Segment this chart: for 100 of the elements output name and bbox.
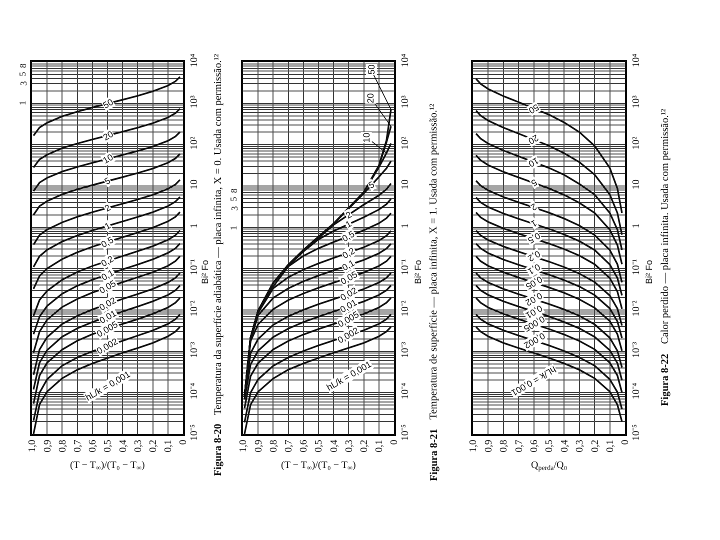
x-tick-label: 0,3 [574, 440, 586, 452]
x-tick-label: 0,6 [88, 440, 99, 452]
y-tick-label: 10⁻³ [400, 342, 411, 358]
y-tick-label: 10⁻² [630, 300, 642, 316]
text: 0,5 [526, 230, 542, 246]
x-tick-label: 0,4 [118, 440, 129, 452]
y-tick-label: 10³ [400, 95, 411, 108]
x-tick-label: 0,5 [544, 440, 556, 452]
text: Temperatura da superfície adiabática — placa infinita, X = 0. Usada com permissão.¹² [212, 54, 224, 416]
x-tick-label: 0,9 [253, 440, 264, 452]
text: 10 [101, 152, 115, 166]
text: 5 [228, 196, 239, 202]
x-tick-label: 1,0 [27, 440, 38, 452]
y-tick-label: 10⁻¹ [188, 259, 200, 276]
text: 3 [18, 80, 28, 86]
y-tick-label: 10⁴ [400, 53, 411, 68]
y-tick-label: 10 [188, 180, 200, 190]
text: 1 [344, 218, 354, 230]
text: 0,5 [340, 228, 356, 244]
text: 0,1 [340, 258, 356, 273]
text: 5 [102, 175, 112, 187]
y-tick-label: 10⁻⁴ [188, 382, 200, 400]
x-tick-label: 0,2 [148, 440, 160, 452]
text: Temperatura de superfície — placa infinita, X = 1. Usada com permissão.¹² [428, 104, 440, 420]
y-tick-label: 10 [630, 180, 642, 190]
text: hL/k = 0,001 [324, 359, 374, 393]
text: Figura 8-22 [660, 354, 671, 406]
y-axis-title: Bi² Fo [413, 260, 423, 284]
x-tick-label: 1,0 [238, 440, 250, 452]
x-tick-label: 0,8 [268, 440, 280, 452]
text: 2 [102, 202, 112, 214]
y-axis-title: Bi² Fo [644, 260, 654, 284]
text: 0,05 [338, 269, 360, 287]
x-tick-label: 0,6 [298, 440, 310, 452]
text: Figura 8-21 [429, 428, 440, 481]
x-axis-title: (T − T$_{∞}$)/(T₀ − T$_{∞}$) [281, 460, 356, 472]
y-tick-label: 1 [630, 223, 642, 228]
text: 0,2 [340, 246, 356, 261]
y-tick-label: 10⁻⁵ [188, 424, 200, 441]
text: 5 [18, 71, 28, 76]
text: 0,05 [524, 274, 544, 292]
x-tick-label: 0,2 [359, 440, 370, 452]
text: 5 [366, 179, 376, 191]
y-tick-label: 10 [400, 180, 411, 190]
x-tick-label: 0,7 [514, 440, 525, 452]
y-tick-label: 10⁻⁴ [400, 382, 411, 400]
y-tick-label: 10² [400, 136, 411, 150]
y-tick-label: 10⁻¹ [400, 259, 411, 276]
text: Figura 8-20 [213, 424, 224, 476]
x-tick-label: 0,7 [284, 440, 295, 452]
text: hL/k = 0,001 [84, 369, 132, 403]
y-axis-title: Bi² Fo [200, 260, 210, 284]
text: 8 [18, 63, 28, 68]
text: 10 [526, 155, 540, 170]
y-tick-label: 10² [188, 136, 200, 150]
text: 2 [529, 201, 538, 213]
x-tick-label: 0,6 [529, 440, 540, 452]
x-tick-label: 0,3 [132, 440, 144, 452]
text: 0,2 [99, 254, 116, 269]
y-tick-label: 1 [400, 223, 411, 228]
y-tick-label: 1 [188, 223, 200, 228]
x-tick-label: 0,4 [559, 440, 570, 452]
y-tick-label: 10² [630, 136, 642, 150]
y-tick-label: 10⁴ [630, 53, 642, 68]
text: 0,002 [95, 336, 120, 356]
x-axis-title: (T − T$_{∞}$)/(T₀ − T$_{∞}$) [70, 460, 145, 472]
text: 50 [101, 96, 115, 111]
text: 50 [366, 64, 376, 74]
x-tick-label: 1,0 [468, 440, 480, 452]
x-tick-label: 0,1 [605, 440, 616, 452]
x-tick-label: 0,1 [163, 440, 174, 452]
y-tick-label: 10⁻¹ [630, 259, 642, 276]
x-tick-label: 0 [178, 440, 190, 445]
y-tick-label: 10⁻⁵ [400, 424, 411, 441]
y-tick-label: 10⁻⁵ [630, 424, 642, 441]
x-axis-title: Q$_{perda}$/Q₀ [531, 460, 568, 472]
y-tick-label: 10³ [630, 95, 642, 108]
text: 1 [18, 100, 28, 106]
y-tick-label: 10⁻³ [188, 342, 200, 358]
x-tick-label: 0,4 [328, 440, 340, 452]
text: 0,1 [526, 262, 542, 277]
y-tick-label: 10⁻³ [630, 342, 642, 358]
text: 20 [366, 93, 376, 104]
y-tick-label: 10³ [188, 95, 200, 108]
y-tick-label: 10⁻² [188, 300, 200, 316]
text: hL/k = 0,001 [510, 364, 558, 398]
text: 1 [228, 226, 239, 230]
y-tick-label: 10⁻⁴ [630, 382, 642, 400]
text: 3 [229, 206, 240, 211]
x-tick-label: 0,9 [483, 440, 494, 452]
x-tick-label: 0,5 [314, 440, 325, 452]
x-tick-label: 0,9 [42, 440, 54, 452]
text: 50 [526, 102, 541, 116]
text: 2 [344, 209, 354, 221]
x-tick-label: 0,7 [72, 440, 84, 452]
text: 10 [361, 132, 372, 143]
text: 5 [529, 177, 539, 188]
text: 1 [102, 220, 112, 232]
text: 0,5 [99, 234, 116, 250]
text: Calor perdido — placa infinita. Usada com permissão.¹² [660, 108, 671, 344]
